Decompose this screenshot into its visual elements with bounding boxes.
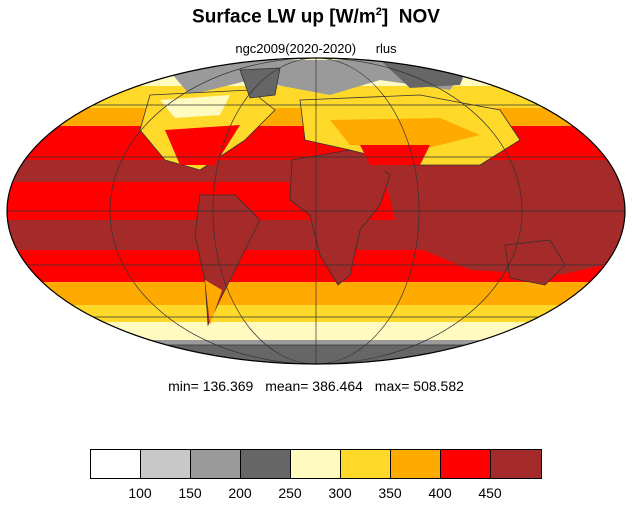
stats-line: min= 136.369 mean= 386.464 max= 508.582 (0, 378, 632, 394)
colorbar-tick-label: 250 (278, 485, 302, 501)
mollweide-map (6, 57, 626, 365)
colorbar-box (491, 450, 541, 478)
map-subtitle: ngc2009(2020-2020) rlus (0, 41, 632, 56)
colorbar-box (291, 450, 341, 478)
colorbar-box (241, 450, 291, 478)
colorbar-box (91, 450, 141, 478)
colorbar-box (191, 450, 241, 478)
colorbar-tick-label: 400 (428, 485, 452, 501)
colorbar-box (391, 450, 441, 478)
colorbar-tick-label: 350 (378, 485, 402, 501)
colorbar-tick-label: 450 (478, 485, 502, 501)
colorbar-labels: 100 150 200 250 300 350 400 450 (0, 485, 632, 503)
max-stat: max= 508.582 (374, 378, 464, 394)
colorbar-tick-label: 150 (178, 485, 202, 501)
colorbar-tick-label: 200 (228, 485, 252, 501)
colorbar-box (341, 450, 391, 478)
min-stat: min= 136.369 (168, 378, 254, 394)
variable-label: rlus (375, 41, 397, 56)
colorbar-box (441, 450, 491, 478)
colorbar-tick-label: 100 (128, 485, 152, 501)
colorbar-tick-label: 300 (328, 485, 352, 501)
mean-stat: mean= 386.464 (265, 378, 363, 394)
map-title: Surface LW up [W/m2] NOV (192, 6, 440, 28)
colorbar-box (141, 450, 191, 478)
colorbar (90, 449, 542, 479)
dataset-label: ngc2009(2020-2020) (235, 41, 357, 56)
